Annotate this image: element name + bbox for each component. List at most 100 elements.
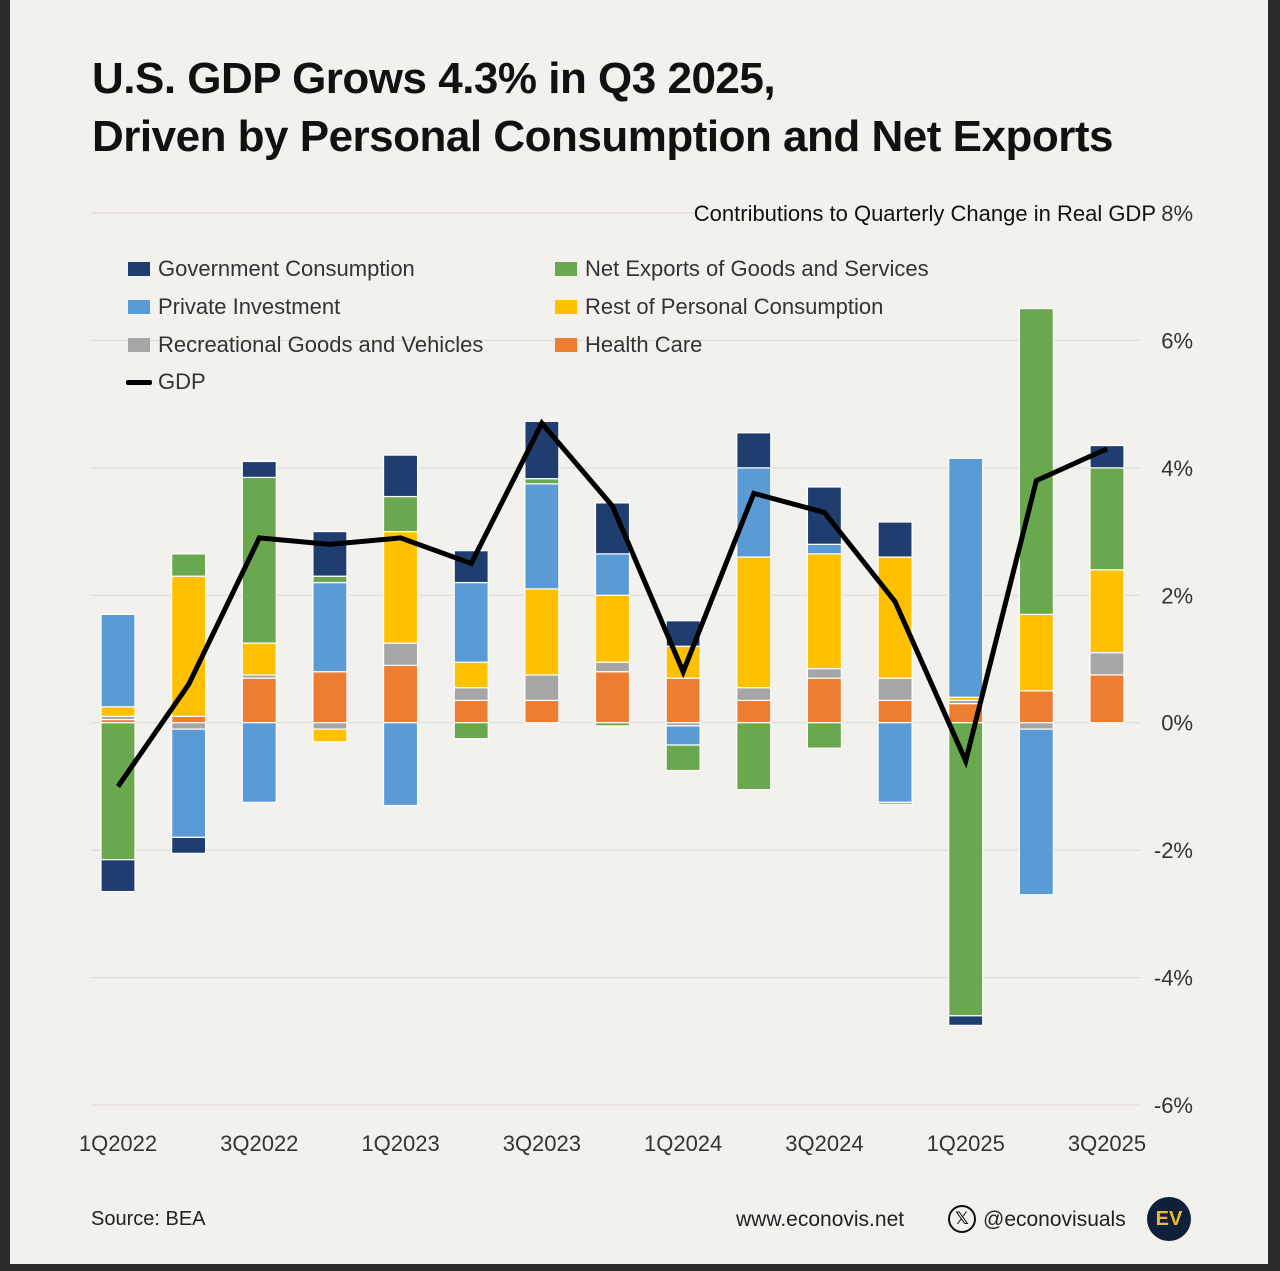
bar-segment-net-exports (382, 495, 419, 533)
bar-segment-private-investment (100, 613, 136, 708)
legend-item-health-care: Health Care (555, 332, 702, 358)
bar-segment-health-care (524, 699, 560, 724)
bar-segment-recreational (736, 687, 772, 702)
chart-plot: 8% 6% 4% 2% 0% -2% -4% -6% Contributions to Quar… (79, 201, 1193, 1156)
bar-segment-government (171, 836, 207, 854)
bar-segment-net-exports (171, 553, 207, 577)
bar-segment-rest-consumption (877, 556, 913, 679)
legend-label: Private Investment (158, 294, 341, 319)
bar-segment-private-investment (382, 722, 419, 807)
bar-segment-private-investment (948, 457, 984, 698)
bar-segment-rest-consumption (382, 530, 419, 644)
x-tick-label: 1Q2025 (927, 1131, 1005, 1156)
bar-segment-net-exports (524, 478, 560, 485)
legend-item-private-investment: Private Investment (128, 294, 340, 320)
bar-segment-net-exports (736, 722, 772, 791)
legend-item-rest-consumption: Rest of Personal Consumption (555, 294, 883, 320)
legend-swatch (555, 338, 577, 352)
bar-segment-net-exports (1018, 307, 1054, 616)
legend-swatch (128, 300, 150, 314)
bar-segment-net-exports (665, 744, 701, 772)
legend-item-gdp: GDP (126, 369, 206, 395)
y-tick-label: -2% (1154, 838, 1193, 863)
bar-segment-net-exports (100, 722, 136, 861)
bar-segment-health-care (453, 699, 489, 724)
bar-segment-rest-consumption (241, 642, 277, 676)
chart-title-line-2: Driven by Personal Consumption and Net E… (92, 112, 1113, 161)
x-tick-label: 3Q2024 (785, 1131, 863, 1156)
x-tick-label: 1Q2024 (644, 1131, 722, 1156)
bar-segment-rest-consumption (171, 575, 207, 717)
bar-segment-health-care (806, 677, 843, 724)
bar-segment-rest-consumption (312, 728, 348, 743)
bar-segment-recreational (453, 687, 489, 702)
bar-segment-private-investment (171, 728, 207, 838)
bar-segment-rest-consumption (524, 588, 560, 676)
bar-segment-health-care (171, 715, 207, 724)
legend-item-recreational: Recreational Goods and Vehicles (128, 332, 483, 358)
bar-segment-government (736, 432, 772, 469)
bar-segment-recreational (806, 667, 843, 679)
bar-segment-health-care (594, 671, 631, 724)
bar-segment-net-exports (1089, 467, 1125, 571)
legend-swatch (128, 338, 150, 352)
bar-segment-rest-consumption (453, 661, 489, 689)
bar-segment-recreational (1018, 722, 1054, 730)
bar-segment-recreational (312, 722, 348, 730)
bar-segment-private-investment (524, 483, 560, 590)
website-link[interactable]: www.econovis.net (736, 1208, 905, 1231)
bar-segment-health-care (382, 664, 419, 724)
bar-segment-private-investment (594, 553, 631, 596)
legend-label: Health Care (585, 332, 703, 357)
chart-subtitle: Contributions to Quarterly Change in Rea… (694, 201, 1156, 226)
bar-segment-rest-consumption (100, 706, 136, 717)
bar-segment-government (877, 521, 913, 558)
y-tick-label: 2% (1161, 583, 1193, 608)
bar-segment-recreational (594, 661, 631, 673)
y-tick-label: 0% (1161, 711, 1193, 736)
bar-segment-private-investment (241, 722, 277, 803)
x-twitter-icon: 𝕏 (948, 1205, 976, 1233)
x-tick-label: 1Q2022 (79, 1131, 157, 1156)
bar-segment-rest-consumption (806, 553, 843, 670)
bar-segment-health-care (665, 677, 701, 724)
y-tick-label: 4% (1161, 456, 1193, 481)
bar-segment-recreational (524, 674, 560, 702)
bar-segment-private-investment (877, 722, 913, 803)
chart-title-line-1: U.S. GDP Grows 4.3% in Q3 2025, (92, 54, 776, 103)
econovis-logo: EV (1147, 1197, 1191, 1241)
social-handle[interactable]: @econovisuals (983, 1208, 1126, 1231)
bar-segment-recreational (877, 677, 913, 702)
bar-segment-health-care (312, 671, 348, 724)
bar-segment-net-exports (877, 801, 913, 805)
legend-label: Net Exports of Goods and Services (585, 256, 929, 281)
y-tick-label: 6% (1161, 328, 1193, 353)
bar-segment-private-investment (665, 725, 701, 746)
bar-segment-health-care (1018, 690, 1054, 724)
bar-segment-health-care (877, 699, 913, 724)
bar-segment-net-exports (312, 575, 348, 584)
bar-segment-net-exports (594, 722, 631, 727)
bar-segment-recreational (171, 722, 207, 730)
source-note: Source: BEA (91, 1208, 206, 1230)
legend-label: Rest of Personal Consumption (585, 294, 884, 319)
legend-line-swatch (126, 379, 152, 385)
y-tick-label: -6% (1154, 1093, 1193, 1118)
bar-segment-health-care (241, 677, 277, 724)
bar-segment-government (312, 530, 348, 577)
bar-segment-government (453, 550, 489, 584)
bar-segment-net-exports (806, 722, 843, 749)
bar-segment-private-investment (806, 543, 843, 555)
x-tick-label: 3Q2022 (220, 1131, 298, 1156)
x-tick-label: 1Q2023 (361, 1131, 439, 1156)
bar-segment-recreational (1089, 652, 1125, 676)
bar-segment-net-exports (948, 722, 984, 1017)
bar-segment-government (948, 1015, 984, 1026)
x-tick-label: 3Q2023 (503, 1131, 581, 1156)
legend-label: Recreational Goods and Vehicles (158, 332, 484, 357)
bar-segment-government (100, 859, 136, 893)
bar-segment-net-exports (453, 722, 489, 740)
bar-segment-private-investment (453, 581, 489, 663)
bar-segment-health-care (736, 699, 772, 724)
gdp-line (115, 418, 1109, 788)
